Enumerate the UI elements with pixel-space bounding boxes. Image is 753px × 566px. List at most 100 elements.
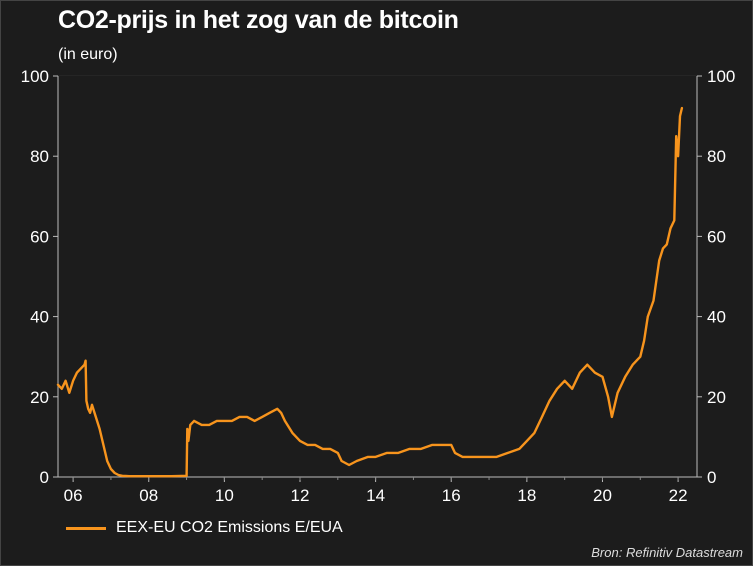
data-point — [113, 472, 116, 474]
series-layer — [56, 106, 684, 478]
data-point — [631, 363, 634, 366]
x-tick-label: 20 — [593, 486, 612, 505]
data-point — [193, 420, 196, 422]
legend-swatch — [66, 526, 106, 530]
data-point — [374, 456, 377, 458]
data-point — [200, 424, 203, 426]
data-point — [348, 464, 350, 466]
data-point — [140, 475, 143, 478]
data-point — [616, 391, 619, 394]
data-point — [408, 448, 411, 450]
data-point — [571, 387, 574, 390]
data-point — [526, 440, 528, 442]
x-tick-label: 14 — [366, 486, 385, 505]
data-point — [578, 371, 581, 374]
data-point — [473, 456, 475, 458]
data-point — [607, 395, 609, 398]
chart-subtitle: (in euro) — [58, 46, 118, 63]
x-tick-label: 08 — [139, 486, 158, 505]
data-point — [276, 407, 279, 410]
y-tick-label-left: 100 — [21, 67, 49, 86]
data-point — [185, 474, 188, 477]
x-tick-label: 12 — [291, 486, 310, 505]
legend: EEX-EU CO2 Emissions E/EUA — [66, 519, 343, 537]
data-point — [533, 432, 536, 434]
data-point — [84, 359, 87, 362]
data-point — [306, 444, 309, 446]
data-point — [72, 379, 74, 382]
data-point — [442, 444, 445, 446]
data-point — [91, 403, 93, 406]
data-point — [431, 444, 434, 446]
data-point — [454, 452, 456, 454]
data-point — [299, 440, 301, 442]
y-tick-label-right: 100 — [707, 67, 735, 86]
data-point — [450, 444, 453, 446]
data-point — [643, 339, 645, 342]
data-point — [94, 416, 97, 418]
data-point — [208, 424, 211, 426]
y-tick-label-right: 80 — [707, 147, 726, 166]
data-point — [662, 247, 664, 250]
data-point — [367, 456, 369, 458]
data-point — [601, 375, 604, 378]
data-point — [253, 420, 256, 422]
data-point — [57, 383, 59, 386]
data-point — [340, 460, 343, 462]
y-axis-left: 0 20 40 60 80 100 — [21, 67, 58, 487]
data-point — [355, 460, 358, 462]
data-point — [639, 355, 642, 358]
data-point — [187, 440, 190, 442]
data-point — [665, 243, 668, 246]
y-tick-label-right: 0 — [707, 468, 716, 487]
data-point — [110, 468, 112, 470]
x-axis: 06 08 10 12 14 16 18 20 22 — [64, 477, 688, 505]
data-point — [594, 371, 596, 374]
data-point — [646, 315, 649, 318]
data-point — [268, 411, 271, 414]
data-point — [652, 299, 655, 302]
data-point — [68, 391, 71, 394]
data-point — [186, 428, 189, 430]
y-tick-label-left: 40 — [30, 308, 49, 327]
data-point — [189, 424, 192, 426]
y-tick-label-left: 0 — [40, 468, 49, 487]
data-point — [89, 411, 91, 414]
x-tick-label: 06 — [64, 486, 83, 505]
y-tick-label-left: 60 — [30, 227, 49, 246]
data-point — [563, 379, 566, 382]
data-point — [128, 475, 131, 478]
x-tick-label: 16 — [442, 486, 461, 505]
data-point — [87, 407, 90, 410]
data-point — [64, 379, 67, 382]
axes — [57, 76, 698, 478]
y-axis-right: 0 20 40 60 80 100 — [697, 67, 735, 487]
data-point — [291, 432, 294, 434]
data-point — [98, 428, 101, 430]
data-point — [681, 107, 683, 109]
data-point — [658, 259, 661, 262]
data-point — [238, 416, 241, 418]
y-tick-label-right: 40 — [707, 308, 726, 327]
plot-area — [58, 76, 697, 477]
data-point — [673, 219, 676, 222]
data-point — [155, 475, 158, 478]
y-tick-label-right: 20 — [707, 388, 726, 407]
data-point — [679, 115, 681, 117]
data-point — [507, 452, 509, 454]
x-tick-label: 10 — [215, 486, 234, 505]
y-tick-label-left: 20 — [30, 388, 49, 407]
y-tick-label-left: 80 — [30, 147, 49, 166]
data-point — [102, 444, 105, 446]
x-tick-label: 22 — [669, 486, 688, 505]
data-point — [586, 363, 589, 366]
data-point — [677, 155, 679, 158]
data-point — [397, 452, 400, 454]
data-point — [624, 375, 627, 378]
data-point — [495, 456, 498, 458]
chart-title: CO2-prijs in het zog van de bitcoin — [58, 6, 459, 34]
data-point — [675, 135, 678, 138]
data-point — [541, 416, 543, 418]
series-line-0 — [56, 106, 684, 478]
